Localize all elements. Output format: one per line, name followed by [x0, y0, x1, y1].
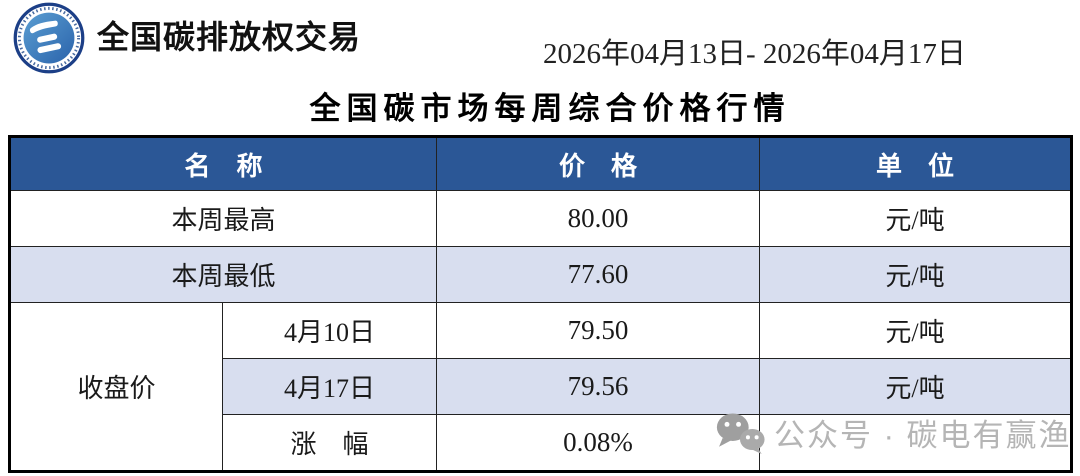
ceex-logo-icon	[13, 2, 85, 74]
row-unit: 元/吨	[759, 302, 1073, 359]
row-price: 79.50	[436, 302, 761, 359]
row-price: 0.08%	[436, 414, 761, 472]
row-unit: 元/吨	[759, 246, 1073, 303]
table-row-close-0417: 4月17日 79.56 元/吨	[10, 358, 1073, 415]
page-title: 全国碳市场每周综合价格行情	[309, 91, 791, 126]
wechat-watermark: 公众号 · 碳电有赢渔	[714, 410, 1072, 455]
row-unit	[759, 414, 1073, 472]
column-header-name: 名 称	[8, 136, 438, 191]
date-range: 2026年04月13日- 2026年04月17日	[543, 38, 966, 70]
price-table: 名 称 价 格 单 位 本周最高 80.00 元/吨 本周最低 77.60 元/…	[8, 135, 1074, 473]
row-unit: 元/吨	[759, 190, 1073, 247]
table-row-week-high: 本周最高 80.00 元/吨	[8, 190, 1073, 247]
row-sublabel: 涨 幅	[221, 414, 438, 472]
table-header-row: 名 称 价 格 单 位	[8, 136, 1073, 191]
row-price: 79.56	[436, 358, 761, 415]
wechat-icon	[716, 413, 765, 454]
row-sublabel: 4月10日	[221, 302, 438, 359]
column-header-price: 价 格	[436, 136, 761, 191]
table-row-week-low: 本周最低 77.60 元/吨	[8, 246, 1073, 303]
row-label: 本周最高	[8, 190, 438, 247]
row-group-label-closing-price: 收盘价	[9, 302, 223, 472]
table-row-close-0410: 收盘价 4月10日 79.50 元/吨	[9, 302, 1073, 472]
row-sublabel: 4月17日	[221, 358, 438, 415]
row-label: 本周最低	[8, 246, 438, 303]
column-header-unit: 单 位	[759, 136, 1073, 191]
table-row-change: 涨 幅 0.08%	[10, 414, 1073, 472]
brand-title: 全国碳排放权交易	[97, 19, 362, 55]
row-unit: 元/吨	[759, 358, 1073, 415]
row-price: 77.60	[436, 246, 761, 303]
watermark-text: 公众号 · 碳电有赢渔	[774, 418, 1072, 453]
row-price: 80.00	[436, 190, 761, 247]
